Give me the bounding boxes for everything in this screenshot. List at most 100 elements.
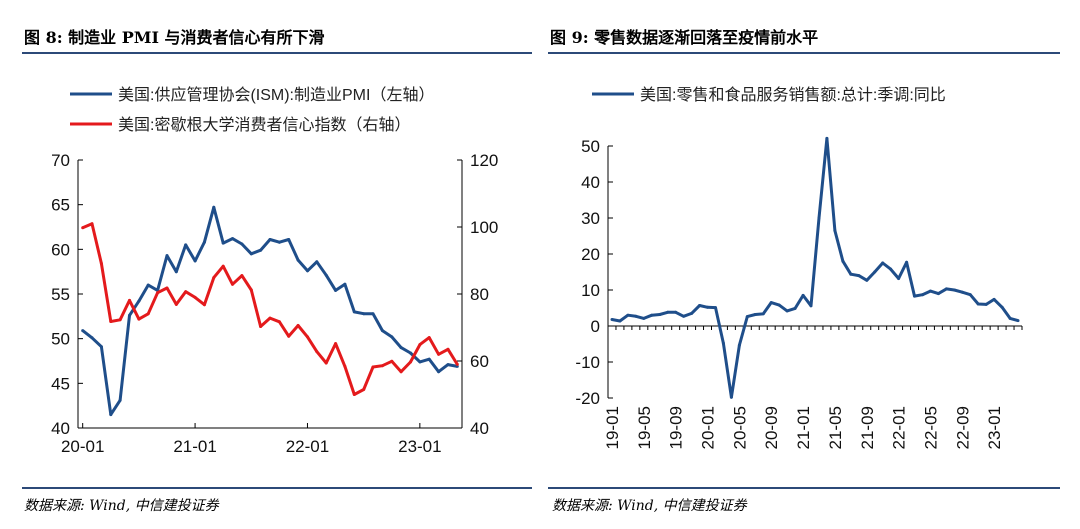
right-y-tick-label: 80	[470, 285, 489, 304]
retail-point	[976, 302, 980, 306]
sentiment-point	[343, 364, 347, 368]
pmi-point	[306, 269, 309, 273]
retail-point	[690, 311, 694, 315]
sentiment-point	[240, 274, 244, 278]
sentiment-point	[249, 288, 253, 292]
y-tick-label: 10	[581, 281, 600, 300]
retail-point	[706, 305, 709, 309]
retail-point	[825, 136, 829, 140]
retail-point	[698, 304, 702, 307]
sentiment-point	[296, 324, 300, 327]
sentiment-point	[156, 291, 160, 295]
right-y-tick-label: 60	[470, 352, 489, 371]
right-title-rule	[548, 52, 1060, 54]
right-y-tick-label: 100	[470, 218, 498, 237]
sentiment-point	[165, 286, 169, 290]
pmi-point	[409, 351, 412, 355]
pmi-point	[446, 363, 450, 367]
pmi-point	[259, 248, 263, 252]
x-tick-label: 20-05	[730, 406, 749, 449]
retail-point	[1016, 319, 1020, 323]
pmi-point	[352, 310, 356, 314]
sentiment-point	[418, 343, 422, 347]
sentiment-point	[202, 303, 206, 307]
left-y-tick-label: 55	[51, 285, 70, 304]
sentiment-point	[437, 352, 441, 356]
retail-point	[841, 259, 845, 263]
x-tick-label: 20-01	[61, 437, 104, 456]
retail-point	[881, 261, 885, 265]
left-source-rule	[22, 487, 532, 489]
retail-point	[666, 310, 670, 314]
legend-label-retail: 美国:零售和食品服务销售额:总计:季调:同比	[640, 86, 946, 104]
retail-sales-chart: 美国:零售和食品服务销售额:总计:季调:同比 -20 -10 0 10 20 30 40 50…	[575, 86, 1023, 449]
sentiment-point	[268, 316, 272, 320]
retail-point	[833, 229, 837, 233]
left-title-rule	[22, 52, 532, 54]
pmi-point	[343, 282, 347, 286]
y-tick-label: -10	[575, 353, 600, 372]
sentiment-point	[118, 318, 122, 322]
sentiment-point	[334, 342, 338, 346]
sentiment-point	[184, 290, 188, 294]
pmi-point	[109, 413, 113, 417]
pmi-point	[380, 329, 384, 333]
retail-point	[921, 293, 924, 297]
pmi-point	[287, 238, 291, 241]
sentiment-point	[221, 264, 225, 268]
retail-point	[849, 272, 853, 276]
left-source-note: 数据来源: Wind, 中信建投证券	[24, 498, 219, 514]
sentiment-point	[287, 334, 291, 338]
sentiment-point	[352, 393, 356, 396]
retail-point	[984, 302, 988, 306]
y-tick-label: 30	[581, 209, 600, 228]
pmi-sentiment-chart: 美国:供应管理协会(ISM):制造业PMI（左轴） 美国:密歇根大学消费者信心指…	[51, 85, 498, 456]
retail-point	[865, 278, 869, 282]
retail-point	[960, 290, 964, 294]
sentiment-point	[193, 295, 197, 299]
sentiment-point	[380, 364, 384, 368]
retail-point	[992, 297, 996, 301]
pmi-point	[165, 254, 169, 258]
pmi-point	[184, 243, 188, 247]
sentiment-point	[324, 361, 328, 365]
pmi-point	[315, 260, 319, 264]
pmi-point	[362, 312, 366, 316]
retail-point	[944, 287, 948, 291]
pmi-point	[231, 237, 234, 241]
x-tick-label: 22-05	[921, 406, 940, 449]
y-tick-label: -20	[575, 389, 600, 408]
x-tick-label: 22-09	[953, 406, 972, 449]
left-y-tick-label: 70	[51, 151, 70, 170]
sentiment-point	[362, 388, 366, 391]
retail-point	[801, 293, 805, 297]
pmi-point	[418, 360, 422, 364]
sentiment-point	[231, 282, 234, 286]
sentiment-point	[174, 302, 178, 306]
retail-point	[785, 309, 789, 313]
retail-point	[952, 288, 956, 292]
sentiment-point	[409, 360, 412, 364]
retail-point	[761, 312, 765, 316]
x-tick-label: 23-01	[985, 406, 1004, 449]
retail-point	[913, 294, 916, 298]
pmi-point	[268, 238, 272, 241]
pmi-point	[81, 329, 85, 333]
x-tick-label: 21-01	[173, 437, 216, 456]
left-y-tick-label: 60	[51, 240, 70, 259]
right-legend: 美国:零售和食品服务销售额:总计:季调:同比	[592, 86, 946, 104]
sentiment-point	[81, 226, 85, 230]
retail-point	[777, 303, 781, 307]
left-y-tick-label: 40	[51, 419, 70, 438]
sentiment-point	[277, 320, 281, 324]
pmi-point	[371, 312, 375, 316]
sentiment-point	[446, 347, 450, 351]
x-tick-label: 21-01	[794, 406, 813, 449]
retail-point	[682, 314, 686, 318]
retail-point	[968, 293, 972, 297]
retail-point	[618, 319, 622, 323]
retail-point	[793, 306, 797, 310]
right-y-tick-label: 40	[470, 419, 489, 438]
y-tick-label: 20	[581, 245, 600, 264]
sentiment-point	[427, 336, 431, 340]
